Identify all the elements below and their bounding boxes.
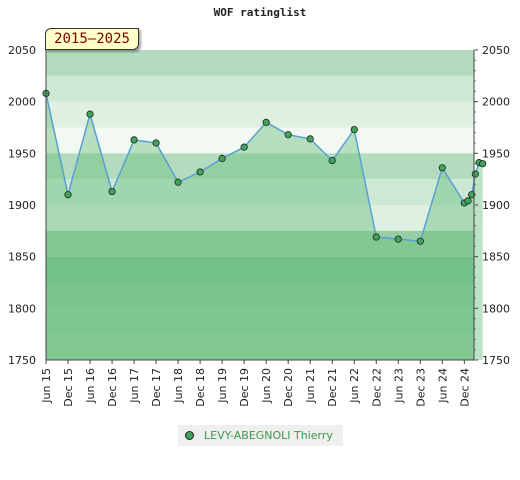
data-point — [350, 125, 358, 134]
legend[interactable]: LEVY-ABEGNOLI Thierry — [178, 425, 343, 446]
data-point — [438, 164, 446, 172]
y-axis-left: 1750 1800 1850 1900 1950 2000 2050 — [8, 44, 36, 367]
x-tick-label: Dec 18 — [194, 368, 207, 407]
y-axis-right: 1750 1800 1850 1900 1950 2000 2050 — [474, 44, 510, 367]
band-11 — [46, 334, 474, 360]
data-point — [108, 187, 116, 196]
x-tick-label: Dec 22 — [370, 368, 383, 407]
x-tick-label: Jun 20 — [260, 368, 273, 404]
x-axis: Jun 15 Dec 15 Jun 16 Dec 16 Jun 17 Dec 17 Jun … — [40, 360, 471, 407]
x-tick-label: Jun 16 — [84, 368, 97, 404]
x-tick-label: Jun 22 — [348, 368, 361, 404]
x-tick-label: Dec 24 — [458, 368, 471, 407]
x-tick-label: Dec 19 — [238, 368, 251, 407]
data-point — [86, 110, 94, 118]
data-point — [152, 139, 160, 147]
period-badge: 2015–2025 — [45, 28, 139, 50]
band-6 — [46, 205, 474, 231]
y-tick-label-left: 1900 — [8, 199, 36, 212]
y-tick-label-right: 1750 — [482, 354, 510, 367]
x-tick-label: Dec 21 — [326, 368, 339, 407]
data-point — [372, 233, 380, 241]
band-7 — [46, 230, 474, 257]
x-tick-label: Jun 19 — [216, 368, 229, 404]
y-tick-label-left: 1750 — [8, 354, 36, 367]
band-3 — [46, 127, 474, 154]
data-point — [416, 237, 424, 245]
series-area-fill — [46, 93, 483, 361]
y-tick-label-right: 1950 — [482, 147, 510, 160]
chart-title: WOF ratinglist — [214, 6, 307, 19]
legend-marker — [185, 431, 194, 440]
y-tick-label-left: 2050 — [8, 44, 36, 57]
x-tick-label: Jun 17 — [128, 368, 141, 404]
y-tick-label-right: 1900 — [482, 199, 510, 212]
data-point — [394, 235, 402, 243]
x-tick-label: Jun 23 — [392, 368, 405, 404]
y-tick-label-right: 2000 — [482, 96, 510, 109]
y-tick-label-right: 1850 — [482, 251, 510, 264]
x-tick-label: Dec 20 — [282, 368, 295, 407]
x-tick-label: Dec 17 — [150, 368, 163, 407]
data-point — [240, 143, 248, 151]
x-tick-label: Dec 16 — [106, 368, 119, 407]
data-point — [130, 136, 138, 144]
x-tick-label: Jun 15 — [40, 368, 53, 404]
band-2 — [46, 101, 474, 128]
y-tick-label-left: 1850 — [8, 251, 36, 264]
x-tick-label: Jun 21 — [304, 368, 317, 404]
data-point — [306, 135, 314, 143]
band-10 — [46, 308, 474, 335]
series-area — [46, 93, 483, 361]
y-tick-label-left: 1950 — [8, 147, 36, 160]
y-tick-label-right: 1800 — [482, 302, 510, 315]
data-point — [464, 197, 472, 205]
x-tick-label: Dec 23 — [414, 368, 427, 407]
data-point — [174, 178, 182, 186]
data-point — [479, 160, 487, 168]
data-point — [284, 131, 292, 139]
band-5 — [46, 179, 474, 205]
band-1 — [46, 75, 474, 102]
y-tick-label-left: 1800 — [8, 302, 36, 315]
band-0 — [46, 50, 474, 76]
y-tick-label-right: 2050 — [482, 44, 510, 57]
data-point — [218, 154, 226, 163]
data-point — [328, 156, 336, 165]
series-points — [42, 89, 487, 245]
y-tick-label-left: 2000 — [8, 96, 36, 109]
data-point — [64, 191, 72, 199]
band-9 — [46, 282, 474, 309]
band-8 — [46, 256, 474, 283]
band-4 — [46, 153, 474, 180]
legend-label: LEVY-ABEGNOLI Thierry — [204, 429, 333, 442]
data-point — [196, 168, 204, 176]
x-tick-label: Dec 15 — [62, 368, 75, 407]
data-point — [262, 118, 270, 126]
x-tick-label: Jun 24 — [436, 368, 449, 404]
background-bands — [46, 50, 474, 360]
x-tick-label: Jun 18 — [172, 368, 185, 404]
